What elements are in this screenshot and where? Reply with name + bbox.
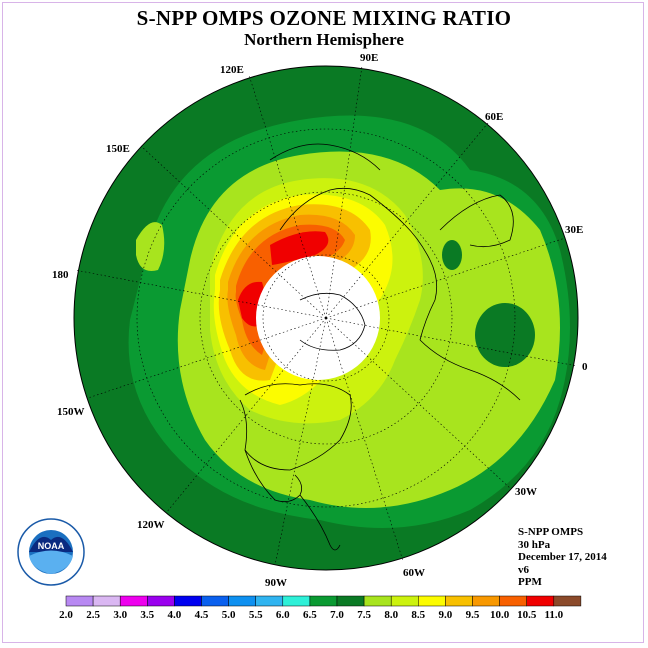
- scale-swatch: [282, 595, 311, 607]
- info-units: PPM: [518, 576, 542, 588]
- scale-swatch: [390, 595, 419, 607]
- polar-gap: [256, 256, 380, 380]
- lon-label-90e: 90E: [360, 52, 378, 64]
- scale-tick-label: 2.0: [59, 609, 73, 621]
- lon-label-90w: 90W: [265, 577, 287, 589]
- scale-tick-label: 7.5: [357, 609, 371, 621]
- scale-tick-label: 7.0: [330, 609, 344, 621]
- scale-tick-label: 11.0: [544, 609, 563, 621]
- scale-swatch: [65, 595, 94, 607]
- scale-tick-label: 8.5: [411, 609, 425, 621]
- lon-label-150e: 150E: [106, 143, 130, 155]
- lon-label-150w: 150W: [57, 406, 85, 418]
- scale-swatch: [255, 595, 284, 607]
- scale-tick-label: 3.5: [140, 609, 154, 621]
- scale-tick-label: 3.0: [113, 609, 127, 621]
- lon-label-30w: 30W: [515, 486, 537, 498]
- info-version: v6: [518, 563, 529, 576]
- scale-tick-label: 9.5: [466, 609, 480, 621]
- scale-tick-label: 4.0: [168, 609, 182, 621]
- lon-label-120e: 120E: [220, 64, 244, 76]
- scale-swatch: [553, 595, 582, 607]
- noaa-logo-text: NOAA: [38, 541, 65, 551]
- scale-tick-label: 10.5: [517, 609, 537, 621]
- noaa-logo: NOAA: [17, 518, 85, 586]
- scale-tick-label: 4.5: [195, 609, 209, 621]
- color-scale: 2.0 2.5 3.0 3.5 4.0 4.5 5.0 5.5 6.0 6.5 7.0 7.5 8.0 8…: [59, 595, 582, 621]
- scale-swatch: [92, 595, 121, 607]
- info-block: S-NPP OMPS 30 hPa December 17, 2014 v6 P…: [518, 526, 607, 589]
- zone-7-0-patch: [442, 240, 462, 270]
- scale-swatch: [445, 595, 473, 607]
- scale-swatch: [336, 595, 365, 607]
- zone-10-5-north: [270, 231, 329, 265]
- scale-swatch: [228, 595, 256, 607]
- lon-label-30e: 30E: [565, 224, 583, 236]
- scale-tick-label: 5.5: [249, 609, 263, 621]
- scale-tick-label: 8.0: [384, 609, 398, 621]
- scale-swatch: [418, 595, 446, 607]
- lon-label-180: 180: [52, 269, 69, 281]
- scale-tick-label: 10.0: [490, 609, 510, 621]
- scale-swatch: [174, 595, 202, 607]
- info-level: 30 hPa: [518, 538, 551, 551]
- zone-7-0-east: [475, 303, 535, 367]
- scale-tick-label: 5.0: [222, 609, 236, 621]
- map-title: S-NPP OMPS OZONE MIXING RATIO: [136, 6, 512, 30]
- scale-swatch: [309, 595, 338, 607]
- lon-label-60e: 60E: [485, 111, 503, 123]
- scale-tick-label: 2.5: [86, 609, 100, 621]
- coastlines: [239, 143, 521, 551]
- map-subtitle: Northern Hemisphere: [244, 30, 404, 49]
- scale-swatch: [472, 595, 500, 607]
- scale-tick-label: 9.0: [439, 609, 453, 621]
- graticule: [74, 65, 578, 566]
- scale-swatch: [119, 595, 148, 607]
- scale-tick-label: 6.5: [303, 609, 317, 621]
- info-date: December 17, 2014: [518, 551, 607, 563]
- scale-swatch: [147, 595, 175, 607]
- scale-tick-label: 6.0: [276, 609, 290, 621]
- zone-7-5-island: [136, 222, 165, 271]
- scale-swatch: [526, 595, 555, 607]
- lon-label-0: 0: [582, 361, 588, 373]
- scale-swatch: [201, 595, 229, 607]
- lon-label-120w: 120W: [137, 519, 165, 531]
- scale-swatch: [363, 595, 392, 607]
- scale-swatch: [499, 595, 527, 607]
- lon-label-60w: 60W: [403, 567, 425, 579]
- globe-border: [73, 65, 579, 571]
- info-instrument: S-NPP OMPS: [518, 526, 584, 538]
